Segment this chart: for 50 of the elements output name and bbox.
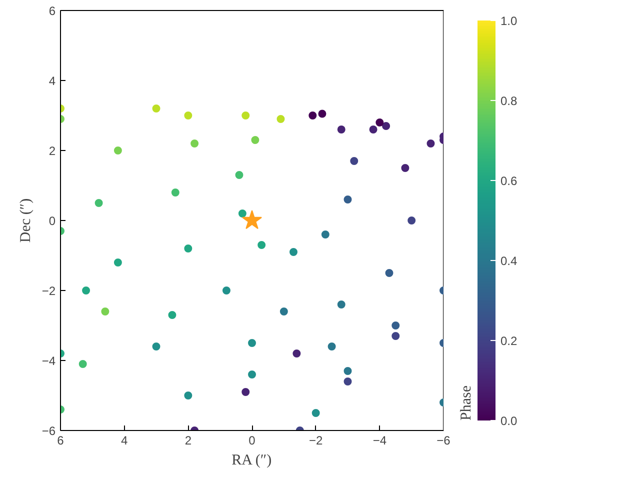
point [152, 104, 160, 112]
point [238, 210, 246, 218]
point [392, 332, 400, 340]
point [258, 241, 266, 249]
point [78, 360, 87, 368]
point [190, 140, 199, 148]
y-axis-title: Dec (″) [18, 198, 34, 243]
x-tick-label: −6 [436, 434, 451, 448]
x-tick-label: 4 [120, 434, 128, 448]
y-tick-label: 6 [48, 4, 56, 18]
color-bar-label: 0.8 [500, 94, 518, 108]
color-bar-label: 0.0 [500, 414, 518, 428]
y-tick-label: 4 [48, 74, 56, 88]
y-tick-label: −6 [42, 424, 56, 438]
point [242, 210, 262, 230]
point [276, 115, 285, 123]
point [392, 322, 400, 330]
x-tick-label: 2 [184, 434, 192, 448]
point [344, 196, 352, 204]
y-tick-label: 0 [48, 214, 56, 228]
point [251, 136, 260, 144]
point [344, 378, 352, 386]
x-tick-label: −4 [372, 434, 387, 448]
color-bar-title: Phase [458, 385, 474, 420]
point [94, 199, 103, 207]
x-axis-title: RA (″) [232, 452, 272, 468]
color-bar-label: 1.0 [500, 14, 518, 28]
color-bar-label: 0.4 [500, 254, 518, 268]
point [242, 112, 250, 120]
color-bar-label: 0.6 [500, 174, 518, 188]
y-tick-label: −4 [42, 354, 56, 368]
point [101, 308, 110, 316]
point [376, 118, 384, 126]
point [385, 269, 394, 277]
x-tick-label: −2 [308, 434, 323, 448]
y-tick-label: −2 [42, 284, 56, 298]
point [318, 110, 326, 118]
color-bar-label: 0.2 [500, 334, 518, 348]
point [184, 112, 192, 120]
point [114, 146, 122, 154]
x-tick-label: 6 [57, 434, 64, 448]
point [248, 370, 256, 378]
point [235, 171, 244, 179]
point [308, 112, 317, 120]
point [152, 342, 160, 350]
x-tick-label: 0 [248, 434, 256, 448]
point [280, 308, 288, 316]
point [171, 188, 180, 196]
y-tick-label: 2 [48, 144, 56, 158]
point [337, 300, 346, 308]
